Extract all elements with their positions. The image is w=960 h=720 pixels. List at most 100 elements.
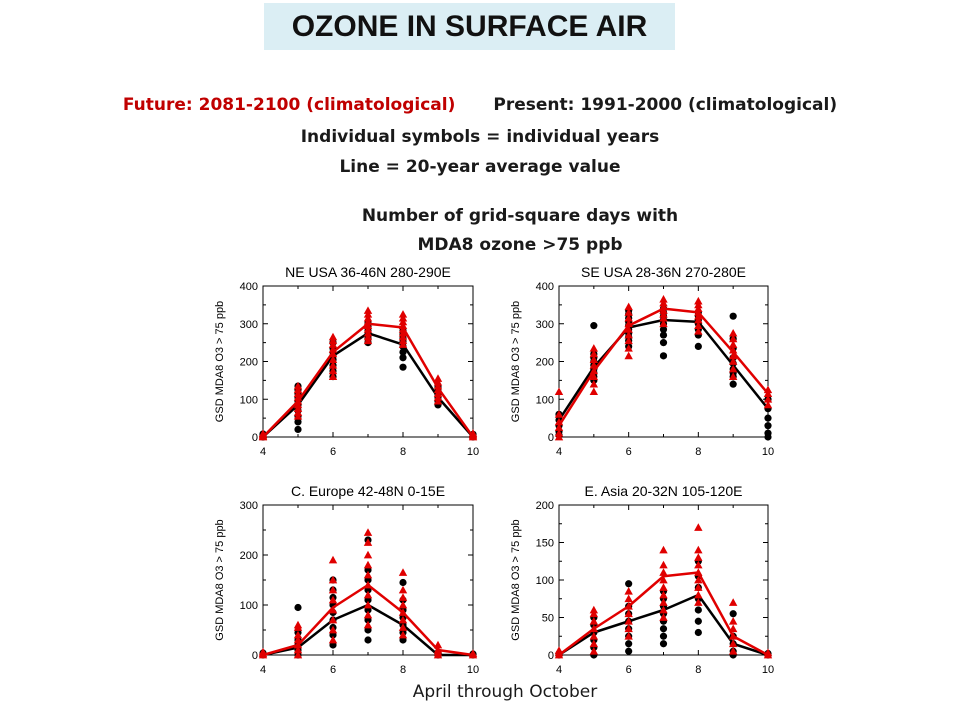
year-point-present — [764, 429, 772, 437]
year-point-future — [363, 538, 373, 546]
year-point-present — [729, 312, 737, 320]
year-point-present — [659, 632, 668, 640]
year-point-future — [293, 630, 303, 639]
x-tick-label: 6 — [626, 446, 632, 458]
year-point-future — [398, 600, 408, 609]
y-tick-label: 100 — [536, 394, 554, 406]
year-point-future — [694, 553, 703, 561]
mean-line-future — [262, 322, 475, 438]
year-point-future — [659, 613, 668, 621]
year-point-future — [624, 609, 633, 618]
x-tick-label: 6 — [626, 664, 632, 676]
year-point-future — [328, 595, 338, 604]
mean-line-future — [558, 571, 769, 657]
y-tick-label: 300 — [536, 319, 554, 331]
mean-line-future — [557, 307, 769, 427]
year-point-future — [363, 570, 373, 579]
year-point-future — [728, 598, 738, 606]
year-point-future — [728, 345, 738, 354]
year-point-future — [728, 364, 738, 373]
x-tick-label: 4 — [260, 664, 266, 676]
year-point-present — [590, 322, 598, 330]
year-point-present — [659, 625, 668, 633]
year-point-future — [328, 355, 338, 363]
year-point-present — [694, 617, 702, 625]
year-point-future — [624, 624, 633, 633]
year-point-future — [328, 332, 338, 341]
line-note: Line = 20-year average value — [339, 157, 621, 177]
year-point-future — [363, 528, 373, 536]
year-point-future — [728, 340, 738, 348]
year-point-future — [728, 334, 738, 343]
year-point-future — [694, 560, 703, 569]
year-point-present — [659, 325, 668, 334]
year-point-future — [589, 639, 599, 648]
y-tick-label: 0 — [252, 650, 258, 662]
year-point-future — [624, 344, 633, 352]
year-point-future — [589, 647, 599, 655]
year-point-future — [589, 372, 599, 380]
chart-title: C. Europe 42-48N 0-15E — [291, 483, 445, 499]
x-tick-label: 10 — [762, 664, 774, 676]
year-point-future — [624, 308, 633, 316]
x-tick-label: 10 — [467, 664, 479, 676]
year-point-future — [589, 379, 599, 388]
year-point-present — [659, 339, 668, 347]
year-point-future — [363, 600, 373, 609]
y-tick-label: 400 — [536, 281, 554, 293]
y-tick-label: 300 — [240, 319, 258, 331]
year-point-present — [694, 606, 702, 614]
year-point-present — [764, 422, 772, 430]
year-point-future — [659, 605, 668, 614]
year-point-future — [728, 372, 738, 380]
x-tick-label: 6 — [330, 664, 336, 676]
y-tick-label: 300 — [240, 500, 258, 512]
year-point-future — [363, 550, 373, 559]
year-point-present — [364, 636, 372, 644]
x-tick-label: 4 — [556, 664, 562, 676]
year-point-future — [589, 344, 599, 352]
year-point-future — [328, 635, 338, 644]
x-tick-label: 4 — [260, 446, 266, 458]
year-point-future — [694, 327, 703, 335]
chart-title: E. Asia 20-32N 105-120E — [585, 483, 743, 499]
mean-line-future — [262, 583, 474, 657]
year-point-future — [624, 330, 633, 339]
year-point-present — [399, 354, 407, 362]
year-point-future — [728, 617, 738, 625]
year-point-present — [659, 331, 668, 339]
year-point-future — [624, 336, 633, 345]
year-point-future — [398, 310, 408, 318]
year-point-present — [659, 640, 668, 648]
chart-title: NE USA 36-46N 280-290E — [285, 264, 451, 280]
year-point-future — [694, 321, 703, 329]
year-point-future — [624, 313, 633, 322]
chart-title: SE USA 28-36N 270-280E — [581, 264, 746, 280]
year-point-future — [694, 296, 703, 305]
year-point-future — [624, 617, 633, 625]
x-tick-label: 8 — [695, 664, 701, 676]
year-point-future — [433, 374, 443, 382]
future-label: Future: 2081-2100 (climatological) — [122, 95, 456, 115]
y-axis-label: GSD MDA8 O3 > 75 ppb — [510, 301, 522, 422]
y-tick-label: 0 — [548, 432, 554, 444]
y-tick-label: 0 — [252, 432, 258, 444]
year-point-present — [294, 603, 302, 612]
year-point-future — [694, 545, 703, 554]
year-point-future — [624, 632, 633, 640]
year-point-future — [554, 410, 564, 418]
year-point-future — [398, 585, 408, 594]
x-tick-label: 10 — [467, 446, 479, 458]
y-axis-label: GSD MDA8 O3 > 75 ppb — [214, 301, 226, 422]
year-point-future — [328, 585, 338, 594]
year-point-present — [399, 578, 407, 587]
year-point-future — [659, 575, 668, 584]
y-tick-label: 0 — [548, 650, 554, 662]
year-point-future — [694, 590, 703, 599]
year-point-future — [659, 598, 668, 606]
year-point-future — [554, 423, 564, 431]
year-point-future — [763, 400, 773, 409]
y-tick-label: 200 — [240, 357, 258, 369]
